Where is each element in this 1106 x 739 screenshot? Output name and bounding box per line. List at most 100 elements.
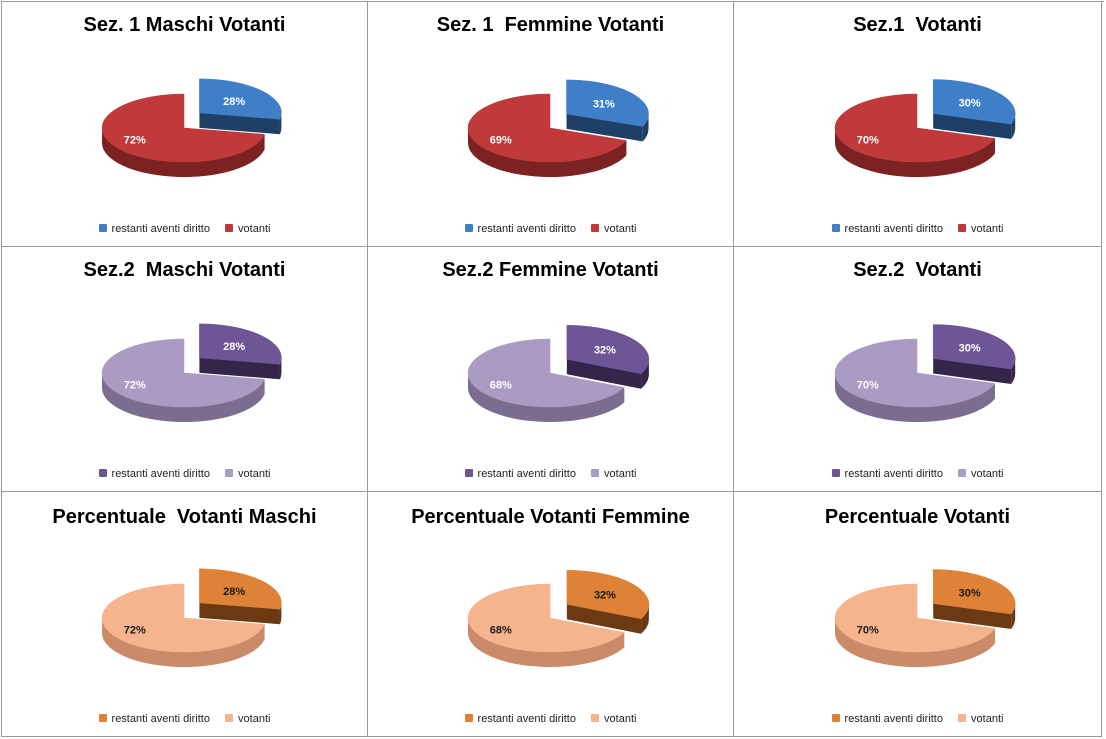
- legend-label: restanti aventi diritto: [477, 468, 576, 480]
- chart-title: Percentuale Votanti Maschi: [52, 506, 317, 528]
- data-label: 69%: [490, 134, 512, 146]
- pie-chart: 68% 32%: [467, 325, 650, 423]
- legend-item: restanti aventi diritto: [98, 223, 210, 235]
- legend-item: votanti: [225, 713, 270, 725]
- pie-slice-remaining: [566, 325, 650, 389]
- legend-label: restanti aventi diritto: [477, 223, 576, 235]
- legend-label: votanti: [971, 468, 1004, 480]
- data-label: 70%: [857, 134, 879, 146]
- legend-label: votanti: [238, 468, 271, 480]
- chart-panel: Sez.2 Femmine Votanti 68% 32% restanti av…: [368, 247, 734, 492]
- pie-slice-voters: [101, 583, 265, 667]
- data-label: 28%: [223, 586, 245, 598]
- pie-slice-voters: [467, 93, 627, 178]
- pie-slice-voters: [834, 338, 996, 423]
- data-label: 32%: [594, 589, 616, 601]
- chart-panel: Sez.2 Maschi Votanti 72% 28% restanti ave…: [2, 247, 368, 492]
- pie-slice-voters: [101, 93, 265, 177]
- data-label: 30%: [959, 98, 981, 110]
- data-label: 28%: [223, 96, 245, 108]
- legend-swatch: [225, 714, 234, 722]
- legend-label: votanti: [604, 468, 637, 480]
- chart-panel: Sez.1 Votanti 70% 30% restanti aventi dir…: [734, 2, 1102, 247]
- legend-label: restanti aventi diritto: [477, 713, 576, 725]
- chart-title: Percentuale Votanti Femmine: [411, 506, 690, 528]
- data-label: 30%: [959, 588, 981, 600]
- legend-label: votanti: [604, 713, 637, 725]
- chart-legend: restanti aventi diritto votanti: [368, 468, 733, 480]
- pie-slice-remaining: [932, 569, 1016, 630]
- pie-slice-voters: [467, 583, 625, 667]
- pie-slice-voters: [834, 583, 996, 667]
- chart-title: Sez. 1 Femmine Votanti: [436, 14, 665, 36]
- chart-title: Sez.2 Maschi Votanti: [83, 259, 286, 281]
- legend-label: votanti: [238, 713, 271, 725]
- legend-swatch: [958, 224, 967, 232]
- chart-title: Sez.2 Votanti: [853, 259, 982, 281]
- legend-item: votanti: [591, 468, 636, 480]
- data-label: 70%: [857, 379, 879, 391]
- chart-panel: Sez. 1 Femmine Votanti 69% 31% restanti a…: [368, 2, 734, 247]
- chart-legend: restanti aventi diritto votanti: [368, 713, 733, 725]
- legend-swatch: [591, 469, 600, 477]
- legend-swatch: [958, 469, 967, 477]
- legend-label: restanti aventi diritto: [111, 468, 210, 480]
- legend-item: votanti: [225, 223, 270, 235]
- data-label: 72%: [124, 379, 146, 391]
- pie-chart: 69% 31%: [467, 79, 649, 178]
- legend-item: restanti aventi diritto: [464, 468, 576, 480]
- legend-swatch: [225, 224, 234, 232]
- legend-swatch: [591, 224, 600, 232]
- legend-swatch: [98, 469, 107, 477]
- legend-swatch: [831, 469, 840, 477]
- pie-slice-voters: [834, 93, 996, 178]
- legend-swatch: [98, 714, 107, 722]
- pie-chart: 70% 30%: [834, 569, 1016, 667]
- pie-slice-remaining: [932, 324, 1016, 385]
- legend-label: restanti aventi diritto: [844, 223, 943, 235]
- pie-chart: 72% 28%: [101, 323, 282, 422]
- legend-label: votanti: [238, 223, 271, 235]
- legend-label: votanti: [971, 223, 1004, 235]
- pie-chart: 68% 32%: [467, 570, 650, 667]
- chart-panel: Percentuale Votanti 70% 30% restanti aven…: [734, 492, 1102, 737]
- legend-item: votanti: [591, 713, 636, 725]
- chart-title: Sez.2 Femmine Votanti: [442, 259, 659, 281]
- legend-label: votanti: [604, 223, 637, 235]
- data-label: 28%: [223, 341, 245, 353]
- legend-item: votanti: [225, 468, 270, 480]
- pie-chart: 70% 30%: [834, 79, 1016, 178]
- legend-swatch: [464, 714, 473, 722]
- chart-panel: Sez.2 Votanti 70% 30% restanti aventi dir…: [734, 247, 1102, 492]
- pie-slice-remaining: [566, 79, 649, 142]
- chart-panel: Percentuale Votanti Femmine 68% 32% resta…: [368, 492, 734, 737]
- legend-label: restanti aventi diritto: [111, 223, 210, 235]
- data-label: 72%: [124, 624, 146, 636]
- legend-item: restanti aventi diritto: [98, 468, 210, 480]
- pie-slice-voters: [467, 338, 625, 423]
- legend-item: restanti aventi diritto: [831, 223, 943, 235]
- legend-item: restanti aventi diritto: [98, 713, 210, 725]
- legend-label: restanti aventi diritto: [844, 713, 943, 725]
- chart-title: Percentuale Votanti: [824, 506, 1011, 528]
- legend-label: votanti: [971, 713, 1004, 725]
- legend-swatch: [225, 469, 234, 477]
- data-label: 70%: [857, 624, 879, 636]
- legend-item: restanti aventi diritto: [464, 713, 576, 725]
- legend-label: restanti aventi diritto: [844, 468, 943, 480]
- legend-swatch: [464, 469, 473, 477]
- data-label: 68%: [490, 624, 512, 636]
- legend-swatch: [958, 714, 967, 722]
- pie-slice-remaining: [199, 78, 282, 135]
- data-label: 30%: [959, 343, 981, 355]
- legend-item: restanti aventi diritto: [831, 713, 943, 725]
- legend-item: votanti: [591, 223, 636, 235]
- pie-slice-voters: [101, 338, 265, 422]
- chart-legend: restanti aventi diritto votanti: [734, 223, 1101, 235]
- pie-slice-remaining: [566, 570, 650, 634]
- chart-title: Sez.1 Votanti: [853, 14, 982, 36]
- legend-swatch: [831, 714, 840, 722]
- legend-item: votanti: [958, 713, 1003, 725]
- chart-title: Sez. 1 Maschi Votanti: [83, 14, 286, 36]
